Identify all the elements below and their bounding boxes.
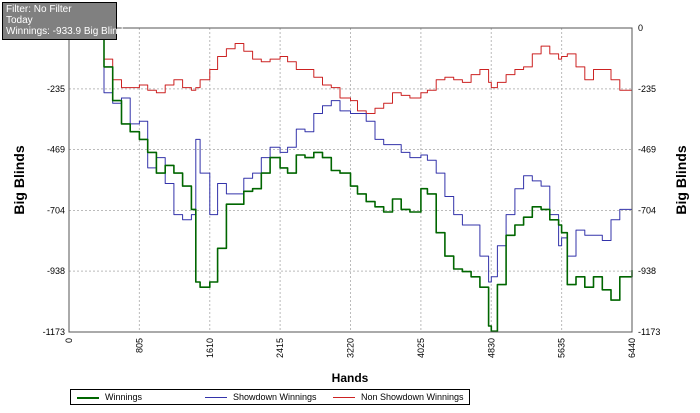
y-tick-label-left: -938 <box>47 266 65 276</box>
x-tick-label: 5635 <box>557 338 567 358</box>
y-tick-label-right: -1173 <box>638 327 660 337</box>
plot-border <box>68 27 633 333</box>
y-axis-label-left: Big Blinds <box>11 145 27 214</box>
legend-label-winnings: Winnings <box>105 392 143 402</box>
x-tick-label: 2415 <box>275 338 285 358</box>
x-tick-label: 6440 <box>627 338 637 358</box>
series-line-non-showdown-winnings <box>69 32 633 114</box>
series-lines <box>69 32 633 332</box>
x-tick-label: 4830 <box>486 338 496 358</box>
series-line-winnings <box>69 32 633 332</box>
x-tick-label: 4025 <box>416 338 426 358</box>
legend-swatch-showdown-winnings <box>205 397 227 399</box>
legend-swatch-non-showdown-winnings <box>333 397 355 399</box>
legend-item-showdown-winnings: Showdown Winnings <box>205 391 317 404</box>
y-tick-label-left: -235 <box>47 84 65 94</box>
winnings-summary-text: Winnings: -933.9 Big Blinds <box>6 26 129 37</box>
filter-text: Filter: No Filter <box>6 4 72 15</box>
y-tick-label-right: -704 <box>638 205 656 215</box>
legend-item-non-showdown-winnings: Non Showdown Winnings <box>333 391 464 404</box>
x-tick-label: 0 <box>64 338 74 343</box>
y-tick-label-right: -235 <box>638 84 656 94</box>
y-axis-label-right: Big Blinds <box>673 145 689 214</box>
y-tick-label-left: -469 <box>47 145 65 155</box>
x-tick-label: 3220 <box>346 338 356 358</box>
y-tick-label-right: 0 <box>638 23 643 33</box>
period-text: Today <box>6 15 33 26</box>
filter-info-box: Filter: No Filter Today Winnings: -933.9… <box>2 2 129 40</box>
y-tick-label-right: -938 <box>638 266 656 276</box>
chart-legend: Winnings Showdown Winnings Non Showdown … <box>70 389 470 405</box>
y-tick-label-right: -469 <box>638 145 656 155</box>
legend-label-non-showdown-winnings: Non Showdown Winnings <box>361 392 464 402</box>
x-tick-labels: 0 805 1610 2415 3220 4025 4830 5635 6440 <box>64 338 637 358</box>
y-tick-label-left: -704 <box>47 205 65 215</box>
x-axis-label: Hands <box>332 371 369 385</box>
y-tick-labels-left: 0-235-469-704-938-1173 <box>43 23 65 337</box>
legend-swatch-winnings <box>77 396 99 399</box>
legend-label-showdown-winnings: Showdown Winnings <box>233 392 317 402</box>
x-tick-label: 805 <box>134 338 144 353</box>
y-tick-labels-right: 0 -235 -469 -704 -938 -1173 <box>638 23 660 337</box>
y-tick-label-left: -1173 <box>43 327 65 337</box>
legend-item-winnings: Winnings <box>77 391 142 404</box>
series-line-showdown-winnings <box>69 32 633 283</box>
x-tick-label: 1610 <box>205 338 215 358</box>
